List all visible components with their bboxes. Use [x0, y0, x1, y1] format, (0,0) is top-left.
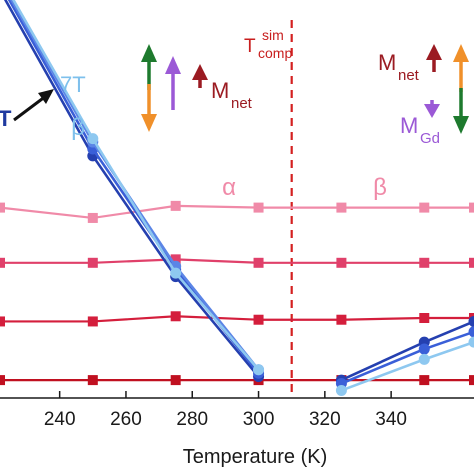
x-tick-label: 300 — [243, 409, 275, 430]
field-arrow-icon — [13, 89, 54, 122]
series-1-point — [419, 257, 430, 268]
region-label-0: α — [222, 174, 236, 201]
x-ticks: 240 260 280 300 320 340 — [44, 391, 407, 430]
series-0-point — [469, 202, 474, 213]
series-1-point — [336, 257, 347, 268]
series-8-point — [468, 315, 474, 327]
series-3-point — [170, 375, 181, 386]
series-0-point — [0, 202, 5, 213]
region-label-2: β — [71, 114, 85, 141]
orange-arrow-down-icon — [141, 114, 157, 132]
tcomp-sub: comp — [258, 45, 292, 61]
series-7-point — [253, 364, 265, 376]
series-2-point — [87, 316, 98, 327]
mnet-right-label: M — [378, 50, 396, 75]
mnet-right-sub: net — [398, 67, 420, 84]
mnet-left-sub: net — [231, 95, 253, 112]
x-tick-label: 340 — [375, 409, 407, 430]
series-3-point — [0, 375, 5, 386]
series-1-point — [87, 257, 98, 268]
series-0-point — [253, 202, 264, 213]
series-2-point — [419, 313, 430, 323]
series-line-4 — [3, 0, 260, 378]
purple-arrow-up-icon — [165, 56, 181, 74]
mgd-right-label: M — [400, 113, 418, 138]
mgd-right-sub: Gd — [420, 130, 440, 147]
tcomp-label: T — [244, 36, 256, 57]
spin-arrows-left — [141, 44, 208, 132]
green-arrow-down-right-icon — [453, 116, 469, 134]
mnet-right-arrow-up-icon — [426, 44, 442, 60]
series-0-point — [170, 200, 181, 211]
mnet-left-label: M — [211, 78, 229, 103]
series-layer — [0, 0, 474, 396]
tcomp-sup: sim — [262, 27, 284, 43]
series-line-1 — [0, 258, 474, 264]
series-2-point — [170, 311, 181, 322]
series-line-8 — [340, 320, 474, 382]
spin-arrows-right — [424, 44, 469, 134]
series-10-point — [335, 384, 347, 396]
series-line-0 — [0, 204, 474, 220]
x-tick-label: 320 — [309, 409, 341, 430]
series-9-point — [418, 343, 430, 355]
series-1-point — [0, 257, 5, 268]
series-line-6 — [10, 0, 260, 371]
series-3-point — [419, 375, 430, 386]
series-line-2 — [0, 315, 474, 323]
region-labels: α β β — [71, 114, 387, 201]
series-3-point — [469, 375, 474, 386]
green-arrow-up-icon — [141, 44, 157, 62]
orange-arrow-up-right-icon — [453, 44, 469, 62]
series-1-point — [253, 257, 264, 268]
series-0-point — [87, 212, 98, 223]
series-1-point — [170, 254, 181, 265]
series-2-point — [0, 316, 5, 327]
mgd-arrow-down-icon — [424, 104, 440, 118]
series-10-point — [418, 353, 430, 365]
series-7-point — [87, 133, 99, 145]
series-2-point — [253, 314, 264, 325]
series-line-9 — [340, 330, 474, 385]
series-7-point — [170, 267, 182, 279]
series-9-point — [468, 326, 474, 338]
field-label-left: T — [0, 106, 12, 131]
x-tick-label: 280 — [176, 409, 208, 430]
mnet-arrow-up-icon — [192, 64, 208, 80]
region-label-1: β — [373, 174, 387, 201]
series-0-point — [419, 202, 430, 213]
tcomp-main: T — [244, 36, 256, 57]
series-10-point — [468, 336, 474, 348]
series-3-point — [87, 375, 98, 386]
series-line-7 — [11, 0, 260, 371]
series-2-point — [336, 314, 347, 325]
x-tick-label: 240 — [44, 409, 76, 430]
x-axis-label: Temperature (K) — [183, 446, 328, 468]
x-tick-label: 260 — [110, 409, 142, 430]
series-1-point — [469, 257, 474, 268]
series-0-point — [336, 202, 347, 213]
field-label-7t: 7T — [60, 72, 86, 97]
